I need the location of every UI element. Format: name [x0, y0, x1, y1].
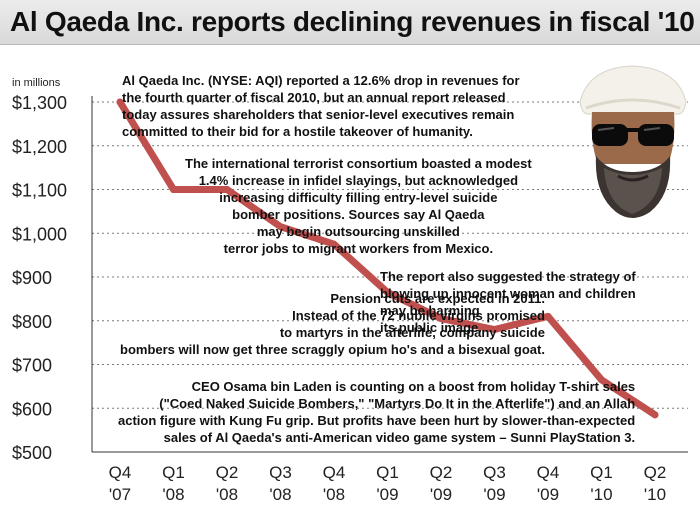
annotation-line: bomber positions. Sources say Al Qaeda [232, 207, 485, 222]
x-tick-label: Q1 [376, 463, 399, 482]
x-tick-label: Q2 [216, 463, 239, 482]
data-point [491, 326, 498, 333]
x-tick-label: '09 [483, 485, 505, 504]
annotation-line: the fourth quarter of fiscal 2010, but a… [122, 90, 506, 105]
annotation-line: Pension cuts are expected in 2011. [330, 291, 545, 306]
title-bar: Al Qaeda Inc. reports declining revenues… [0, 0, 700, 45]
annotation-line: its public image. [380, 320, 482, 335]
annotation-ceo-tshirts: CEO Osama bin Laden is counting on a boo… [118, 378, 635, 446]
annotation-pension-cuts: Pension cuts are expected in 2011. Instea… [120, 290, 545, 358]
y-axis-label: in millions [12, 77, 61, 89]
x-tick-label: Q4 [537, 463, 560, 482]
x-tick-label: Q4 [109, 463, 132, 482]
annotation-line: committed to their bid for a hostile tak… [122, 124, 473, 139]
data-point [544, 312, 552, 320]
annotation-line: The report also suggested the strategy o… [380, 269, 636, 284]
x-tick-label: '09 [537, 485, 559, 504]
annotation-line: CEO Osama bin Laden is counting on a boo… [191, 379, 636, 394]
x-tick-label: Q2 [430, 463, 453, 482]
annotation-public-image: The report also suggested the strategy o… [380, 268, 636, 336]
data-point [651, 411, 659, 419]
data-point [384, 288, 391, 296]
annotation-line: terror jobs to migrant workers from Mexi… [223, 241, 494, 256]
annotation-line: Al Qaeda Inc. (NYSE: AQI) reported a 12.… [122, 73, 520, 88]
data-point [330, 240, 338, 248]
y-tick-labels: $500 $600 $700 $800 $900 $1,000 $1,100 $1,200 $1… [12, 93, 67, 463]
annotation-line: Instead of the 72 nubile virgins promise… [292, 308, 545, 323]
data-point [223, 186, 231, 193]
x-tick-label: Q3 [483, 463, 506, 482]
osama-photo [574, 64, 692, 229]
y-tick-label: $900 [12, 268, 52, 288]
annotation-line: blowing up innocent woman and children [380, 286, 636, 301]
x-tick-label: Q3 [269, 463, 292, 482]
x-tick-label: '08 [269, 485, 291, 504]
x-tick-label: '08 [216, 485, 238, 504]
y-tick-label: $700 [12, 356, 52, 376]
y-tick-label: $500 [12, 443, 52, 463]
annotation-infidel-slayings: The international terrorist consortium b… [185, 155, 532, 257]
x-tick-label: '10 [590, 485, 612, 504]
y-tick-label: $1,200 [12, 137, 67, 157]
annotation-line: action figure with Kung Fu grip. But pro… [118, 413, 636, 428]
y-tick-label: $1,100 [12, 181, 67, 201]
annotation-line: ("Coed Naked Suicide Bombers," "Martyrs … [159, 396, 636, 411]
chart-title: Al Qaeda Inc. reports declining revenues… [10, 6, 695, 37]
x-tick-label: '09 [376, 485, 398, 504]
x-tick-label: '08 [323, 485, 345, 504]
x-tick-label: '08 [162, 485, 184, 504]
data-point [437, 315, 445, 323]
x-tick-label: Q1 [162, 463, 185, 482]
annotation-line: may be harming [380, 303, 480, 318]
x-tick-label: Q1 [590, 463, 613, 482]
annotation-line: to martyrs in the afterlife, company sui… [279, 325, 545, 340]
annotation-line: bombers will now get three scraggly opiu… [120, 342, 545, 357]
series-line [116, 98, 659, 419]
bearded-man-sunglasses-icon [579, 65, 687, 218]
annotation-line: today assures shareholders that senior-l… [122, 107, 515, 122]
y-tick-label: $600 [12, 399, 52, 419]
data-point [277, 223, 284, 231]
x-tick-label: Q2 [644, 463, 667, 482]
annotation-line: sales of Al Qaeda's anti-American video … [163, 430, 636, 445]
data-point [170, 186, 177, 193]
x-tick-label: '10 [644, 485, 666, 504]
x-tick-label: Q4 [323, 463, 346, 482]
y-tick-label: $1,000 [12, 224, 67, 244]
x-tick-label: '07 [109, 485, 131, 504]
data-point [116, 98, 124, 106]
y-tick-label: $800 [12, 312, 52, 332]
annotation-revenue-drop: Al Qaeda Inc. (NYSE: AQI) reported a 12.… [122, 72, 520, 140]
data-point [598, 376, 605, 384]
x-tick-label: '09 [430, 485, 452, 504]
annotation-line: The international terrorist consortium b… [185, 156, 532, 171]
x-tick-labels: Q4 '07 Q1 '08 Q2 '08 Q3 '08 Q4 '08 Q1 '09 Q2 '09 Q3 '09… [109, 463, 667, 504]
annotation-line: may begin outsourcing unskilled [256, 224, 460, 239]
y-tick-label: $1,300 [12, 93, 67, 113]
annotation-line: increasing difficulty filling entry-leve… [219, 190, 498, 205]
annotation-line: 1.4% increase in infidel slayings, but a… [198, 173, 519, 188]
